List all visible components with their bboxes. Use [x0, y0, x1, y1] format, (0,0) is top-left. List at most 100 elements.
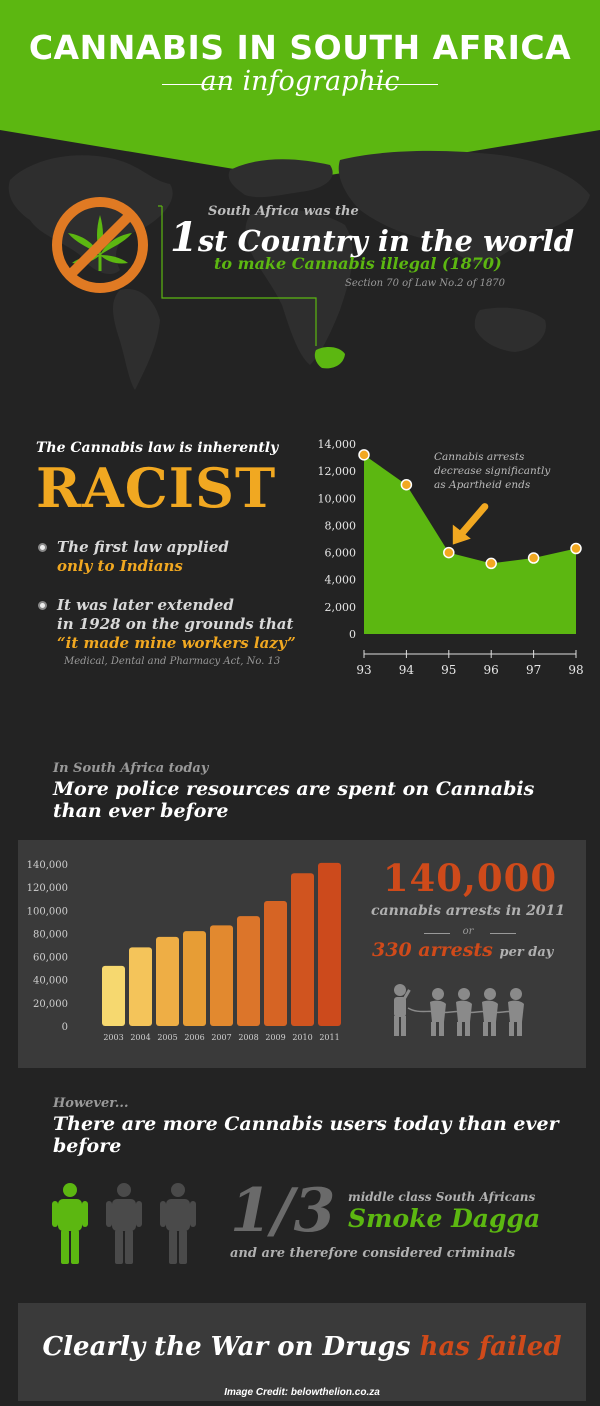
- bar: [264, 901, 287, 1026]
- y-tick-label: 20,000: [33, 999, 68, 1010]
- bullet-dot-2: [38, 601, 47, 610]
- x-tick-label: 2003: [103, 1033, 123, 1042]
- bar: [129, 947, 152, 1026]
- y-tick-label: 40,000: [33, 976, 68, 987]
- page-title: CANNABIS IN SOUTH AFRICA: [28, 28, 572, 67]
- bar: [318, 862, 341, 1026]
- conclusion-highlight: has failed: [419, 1332, 562, 1362]
- users-headline: There are more Cannabis users today than…: [53, 1113, 559, 1157]
- y-tick-label: 120,000: [27, 883, 68, 894]
- users-line-top: middle class South Africans: [348, 1190, 536, 1204]
- bullet-dot-1: [38, 543, 47, 552]
- y-tick-label: 10,000: [318, 492, 357, 505]
- racist-intro: The Cannabis law is inherently: [36, 440, 279, 456]
- bar: [156, 936, 179, 1026]
- conclusion-start: Clearly the War on Drugs: [42, 1332, 411, 1362]
- bullet-2-line1: It was later extended: [57, 596, 234, 614]
- bullet-1: The first law applied only to Indians: [57, 538, 229, 576]
- police-kicker: In South Africa today: [53, 761, 209, 776]
- subtitle-rule-left: [162, 84, 230, 85]
- subtitle-rule-right: [370, 84, 438, 85]
- data-point: [400, 478, 413, 491]
- bar: [237, 916, 260, 1026]
- x-tick-label: 2010: [292, 1033, 312, 1042]
- person-icon: [52, 1183, 88, 1264]
- person-icon: [160, 1183, 196, 1264]
- data-point: [485, 557, 497, 570]
- x-tick-label: 2007: [211, 1033, 231, 1042]
- first-country-lead: South Africa was the: [208, 204, 359, 219]
- x-tick-label: 96: [484, 663, 499, 677]
- or-rule-right: [490, 933, 516, 934]
- image-credit: Image Credit: belowthelion.co.za: [224, 1387, 380, 1398]
- conclusion-text: Clearly the War on Drugs has failed: [18, 1332, 586, 1362]
- x-tick-label: 2006: [184, 1033, 204, 1042]
- soldier-icon: [394, 984, 411, 1036]
- x-tick-label: 98: [568, 663, 583, 677]
- bar: [291, 873, 314, 1026]
- or-label: or: [462, 926, 474, 937]
- y-tick-label: 8,000: [325, 519, 357, 532]
- x-tick-label: 2005: [157, 1033, 177, 1042]
- users-kicker: However...: [53, 1096, 129, 1111]
- world-map: [8, 150, 590, 390]
- header-banner: [0, 0, 600, 180]
- first-country-highlight: to make Cannabis illegal (1870): [214, 254, 502, 273]
- racist-source: Medical, Dental and Pharmacy Act, No. 13: [64, 656, 281, 667]
- y-tick-label: 12,000: [318, 465, 357, 478]
- no-cannabis-icon: [52, 197, 148, 293]
- x-tick-label: 97: [526, 663, 541, 677]
- prisoner-icon: [482, 988, 498, 1036]
- bar: [210, 925, 233, 1026]
- first-country-headline: 1st Country in the world: [170, 214, 574, 261]
- x-tick-label: 93: [356, 663, 371, 677]
- apartheid-arrests-chart: 0 2,000 4,000 6,000 8,000 10,000 12,000 14,000 9…: [318, 438, 584, 677]
- y-tick-label: 0: [62, 1022, 68, 1033]
- arrests-2011-value: 140,000: [382, 856, 558, 900]
- arrests-per-day-label: per day: [499, 945, 554, 960]
- y-tick-label: 4,000: [325, 574, 357, 587]
- bullet-1-text: The first law applied: [57, 538, 229, 556]
- x-tick-label: 2011: [319, 1033, 339, 1042]
- users-line-green: Smoke Dagga: [348, 1204, 541, 1233]
- conclusion-panel: [18, 1303, 586, 1401]
- y-tick-label: 100,000: [27, 906, 68, 917]
- x-tick-label: 2008: [238, 1033, 258, 1042]
- person-icon: [106, 1183, 142, 1264]
- page-subtitle: an infographic: [200, 66, 400, 97]
- ordinal-suffix: st Country in the world: [197, 224, 574, 258]
- chart-annotation: Cannabis arrests decrease significantly as…: [434, 451, 551, 491]
- y-tick-label: 2,000: [325, 601, 357, 614]
- y-tick-label: 0: [349, 628, 356, 641]
- y-tick-label: 14,000: [318, 438, 357, 451]
- bar: [183, 931, 206, 1026]
- data-point: [527, 552, 540, 564]
- police-arrests-chart: 0 20,000 40,000 60,000 80,000 100,000 120,000 1…: [27, 860, 341, 1042]
- or-rule-left: [424, 933, 450, 934]
- y-tick-label: 6,000: [325, 547, 357, 560]
- annotation-arrow: [452, 503, 489, 545]
- bullet-2-highlight: “it made mine workers lazy”: [57, 634, 296, 652]
- people-icons: [52, 1183, 196, 1264]
- bar: [102, 965, 125, 1026]
- racist-headline: RACIST: [36, 456, 277, 520]
- users-line-bottom: and are therefore considered criminals: [230, 1246, 516, 1261]
- arrests-per-day: 330 arrests per day: [372, 939, 553, 961]
- ordinal-number: 1: [170, 214, 198, 261]
- data-point: [570, 542, 582, 555]
- data-point: [443, 546, 455, 559]
- x-tick-label: 94: [399, 663, 415, 677]
- arrests-2011-label: cannabis arrests in 2011: [370, 903, 566, 919]
- first-country-source: Section 70 of Law No.2 of 1870: [345, 278, 506, 289]
- police-headline: More police resources are spent on Canna…: [53, 778, 535, 822]
- arrest-illustration: [394, 984, 524, 1036]
- arrests-per-day-value: 330 arrests: [372, 939, 493, 961]
- bullet-2-line2: in 1928 on the grounds that: [57, 615, 294, 633]
- x-tick-label: 2004: [130, 1033, 150, 1042]
- y-tick-label: 60,000: [33, 953, 68, 964]
- bullet-2: It was later extended in 1928 on the gro…: [57, 596, 296, 653]
- x-tick-label: 95: [441, 663, 456, 677]
- users-fraction: 1/3: [230, 1176, 336, 1246]
- area-series: [364, 454, 576, 634]
- bullet-1-highlight: only to Indians: [57, 557, 183, 575]
